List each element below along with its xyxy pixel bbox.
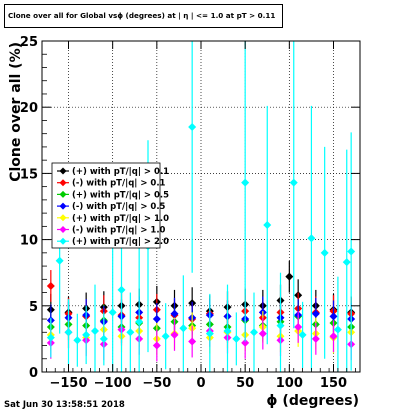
y-tick-label: 0 (29, 366, 38, 381)
data-point (99, 334, 108, 343)
data-point (73, 336, 82, 345)
legend-entry: (+) with pT/|q| > 2.0 (72, 237, 169, 247)
footer-timestamp: Sat Jun 30 13:58:51 2018 (4, 400, 125, 410)
y-tick-label: 15 (20, 167, 38, 182)
data-point (152, 315, 161, 324)
data-point (126, 328, 135, 337)
data-point (46, 333, 55, 342)
legend-swatch-marker (59, 237, 67, 245)
data-point (117, 285, 126, 294)
data-point (298, 330, 307, 339)
legend: (+) with pT/|q| > 0.1 (-) with pT/|q| > 0… (51, 162, 169, 249)
x-tick-label: −100 (94, 376, 132, 391)
data-point (329, 332, 338, 341)
data-point (64, 328, 73, 337)
x-axis-title: ϕ (degrees) (266, 393, 359, 409)
data-point (170, 309, 179, 318)
data-point (188, 123, 197, 132)
data-point (179, 324, 188, 333)
data-point (161, 332, 170, 341)
x-tick-label: 0 (196, 376, 205, 391)
data-layer (46, 41, 356, 372)
legend-box (51, 162, 161, 249)
data-point (46, 281, 55, 290)
y-tick-label: 10 (20, 234, 38, 249)
x-tick-label: 100 (276, 376, 303, 391)
data-point (276, 321, 285, 330)
data-point (258, 329, 267, 338)
data-point (263, 221, 272, 230)
x-tick-label: −50 (142, 376, 171, 391)
data-point (241, 178, 250, 187)
data-point (333, 325, 342, 334)
legend-swatch-marker (59, 226, 67, 233)
legend-entry: (+) with pT/|q| > 0.5 (72, 190, 169, 200)
data-point (311, 309, 320, 318)
data-point (342, 258, 351, 267)
data-point (152, 341, 161, 350)
data-point (347, 247, 356, 256)
legend-entry: (-) with pT/|q| > 0.1 (72, 179, 166, 189)
data-point (285, 272, 294, 281)
data-point (223, 326, 232, 335)
data-point (232, 334, 241, 343)
y-axis-title: Clone over all (%) (8, 42, 24, 182)
legend-swatch-marker (59, 202, 67, 210)
chart-title: Clone over all for Global vsϕ (degrees) … (4, 4, 283, 28)
data-point (294, 322, 303, 331)
data-point (188, 337, 197, 346)
data-point (329, 312, 338, 321)
y-tick-label: 25 (20, 35, 38, 50)
data-point (241, 338, 250, 347)
x-tick-label: −150 (49, 376, 87, 391)
y-tick-label: 5 (29, 300, 38, 315)
legend-entry: (+) with pT/|q| > 1.0 (72, 214, 169, 224)
data-point (250, 328, 258, 337)
data-point (82, 330, 91, 339)
x-tick-label: 50 (236, 376, 254, 391)
data-point (307, 234, 316, 243)
data-point (205, 329, 214, 338)
legend-swatch-marker (59, 167, 67, 175)
data-point (91, 326, 99, 335)
legend-entry: (+) with pT/|q| > 0.1 (72, 167, 169, 177)
data-point (311, 334, 320, 343)
legend-entry: (-) with pT/|q| > 0.5 (72, 202, 166, 212)
data-point (170, 330, 179, 339)
y-tick-label: 20 (20, 101, 38, 116)
legend-entry: (-) with pT/|q| > 1.0 (72, 226, 166, 236)
legend-swatch-marker (59, 179, 67, 187)
legend-swatch-marker (59, 214, 67, 222)
data-point (320, 248, 329, 257)
data-point (55, 256, 64, 265)
data-point (108, 308, 117, 317)
legend-swatch-marker (59, 190, 67, 198)
tick-layer: −150 −100 −50 0 50 100 150 0 5 10 15 20 25 (20, 35, 360, 391)
data-point (289, 178, 298, 187)
data-point (135, 317, 144, 326)
x-tick-label: 150 (320, 376, 347, 391)
